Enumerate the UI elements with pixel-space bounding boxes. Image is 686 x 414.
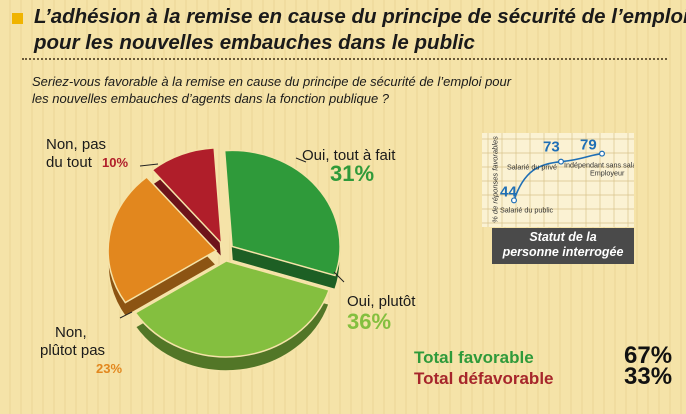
category-label: Indépendant sans salarié / (564, 161, 634, 170)
data-label: 44 (500, 183, 517, 200)
label-value: 23% (96, 361, 123, 376)
leader-line (119, 311, 133, 319)
label-oui-plutot: Oui, plutôt 36% (347, 293, 416, 334)
data-point (557, 158, 564, 165)
title-line-2: pour les nouvelles embauches dans le pub… (34, 31, 475, 54)
chart-title: L’adhésion à la remise en cause du princ… (12, 4, 686, 56)
label-value: 31% (330, 161, 375, 186)
label-non-plutot-pas: Non, plûtot pas 23% (40, 324, 122, 378)
label-non-pas-du-tout: Non, pas du tout 10% (46, 136, 128, 172)
question-line-2: les nouvelles embauches d’agents dans la… (32, 91, 390, 106)
category-label: Employeur (590, 169, 625, 178)
pie-slice-non_plutot_pas (107, 176, 218, 304)
inset-x-axis-label: Statut de la personne interrogée (492, 228, 634, 264)
leader-line (295, 157, 307, 163)
data-label: 79 (580, 137, 597, 154)
leader-line (139, 163, 159, 167)
title-marker (12, 13, 23, 24)
pie-slice-oui_tout_a_fait (223, 149, 341, 277)
pie-slice-oui_plutot (134, 260, 331, 358)
total-favorable-row: Total favorable 67% (414, 342, 672, 369)
category-label: Salarié du privé (507, 163, 557, 172)
label-text-1: Non, (55, 324, 87, 341)
inset-chart-panel: 44 73 79 Salarié du public Salarié du privé I… (482, 133, 648, 227)
label-value: 36% (347, 309, 392, 334)
total-defavorable-row: Total défavorable 33% (414, 363, 672, 390)
total-defavorable-value: 33% (624, 363, 673, 390)
pie-slice-non_pas_du_tout (151, 147, 223, 246)
question-line-1: Seriez-vous favorable à la remise en cau… (32, 74, 512, 89)
title-divider (22, 58, 667, 60)
label-text-2: plûtot pas (40, 342, 106, 359)
totals: Total favorable 67% Total défavorable 33… (414, 342, 672, 390)
label-text-2: du tout (46, 154, 92, 171)
label-text: Oui, tout à fait (302, 147, 396, 164)
inset-line-chart: 44 73 79 Salarié du public Salarié du privé I… (482, 133, 648, 227)
data-point (598, 150, 605, 157)
category-label: Salarié du public (500, 205, 554, 214)
survey-question: Seriez-vous favorable à la remise en cau… (32, 73, 592, 107)
label-oui-tout-a-fait: Oui, tout à fait 31% (302, 147, 396, 186)
label-text-1: Non, pas (46, 136, 107, 153)
label-text: Oui, plutôt (347, 293, 416, 310)
total-favorable-label: Total favorable (414, 348, 534, 367)
total-defavorable-label: Total défavorable (414, 369, 554, 388)
x-label-line-1: Statut de la (529, 230, 597, 244)
total-favorable-value: 67% (624, 342, 673, 369)
label-value: 10% (102, 155, 129, 170)
data-label: 73 (543, 139, 560, 156)
title-line-1: L’adhésion à la remise en cause du princ… (34, 5, 686, 28)
inset-y-axis-label: % de réponses favorables (490, 136, 500, 223)
x-label-line-2: personne interrogée (502, 245, 624, 259)
leader-line (333, 271, 345, 283)
data-point (511, 197, 518, 204)
